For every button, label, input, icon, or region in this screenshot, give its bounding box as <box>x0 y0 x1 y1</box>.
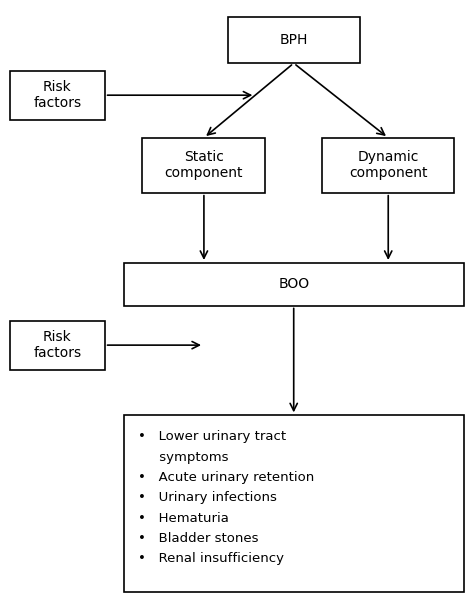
Text: BOO: BOO <box>278 277 309 291</box>
Text: •   Hematuria: • Hematuria <box>138 512 228 525</box>
Text: •   Bladder stones: • Bladder stones <box>138 532 258 545</box>
Text: symptoms: symptoms <box>138 451 228 464</box>
Text: •   Acute urinary retention: • Acute urinary retention <box>138 471 314 484</box>
Bar <box>124 415 464 592</box>
Bar <box>124 263 464 306</box>
Bar <box>10 321 105 370</box>
Text: Dynamic
component: Dynamic component <box>349 150 428 180</box>
Text: Risk
factors: Risk factors <box>33 80 82 110</box>
Bar <box>322 138 455 192</box>
Bar <box>228 18 360 63</box>
Text: BPH: BPH <box>280 34 308 47</box>
Text: Risk
factors: Risk factors <box>33 330 82 360</box>
Bar <box>10 71 105 120</box>
Text: •   Urinary infections: • Urinary infections <box>138 491 277 505</box>
Text: •   Lower urinary tract: • Lower urinary tract <box>138 431 286 444</box>
Text: •   Renal insufficiency: • Renal insufficiency <box>138 552 284 565</box>
Bar <box>143 138 265 192</box>
Text: Static
component: Static component <box>164 150 243 180</box>
